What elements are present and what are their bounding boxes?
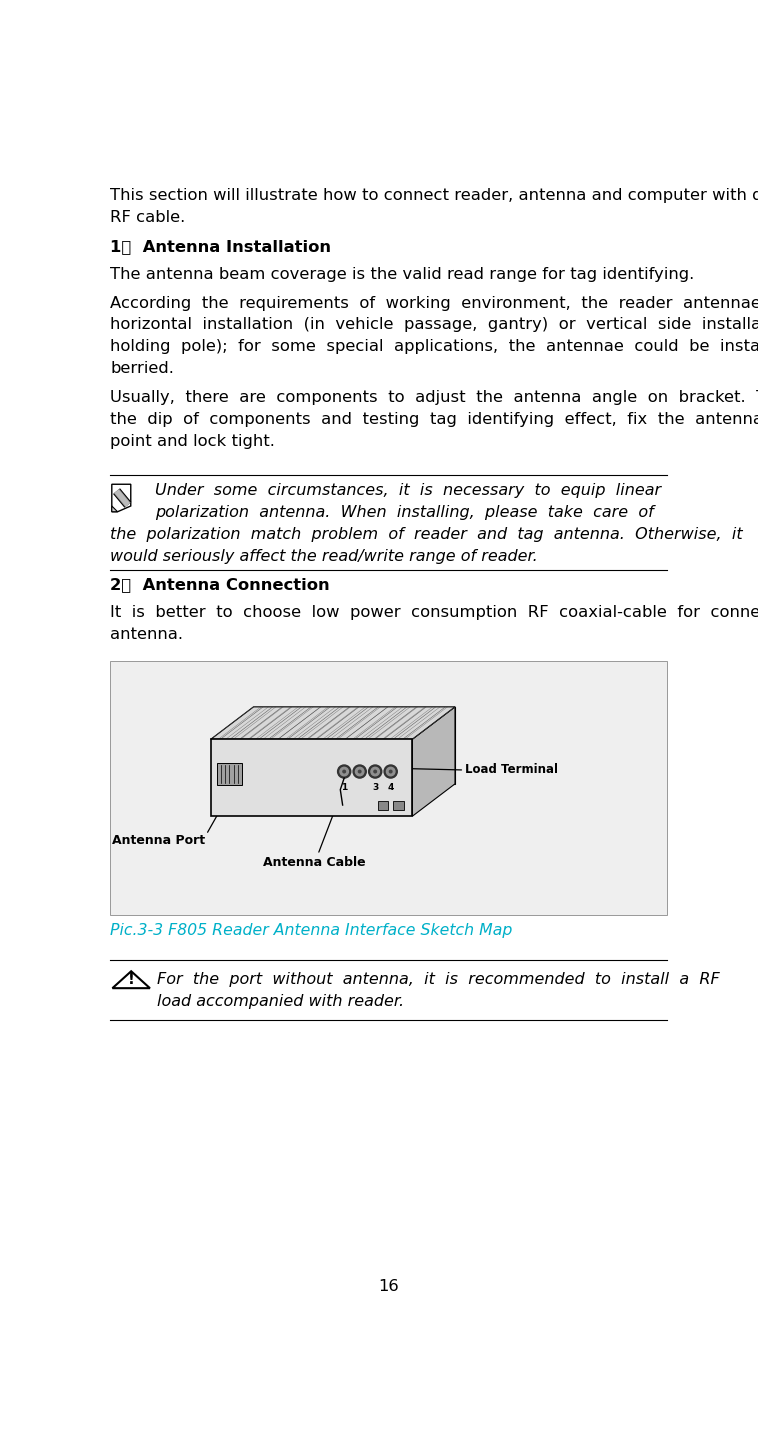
Bar bbox=[217, 763, 242, 785]
Text: horizontal  installation  (in  vehicle  passage,  gantry)  or  vertical  side  i: horizontal installation (in vehicle pass… bbox=[110, 317, 758, 333]
Polygon shape bbox=[211, 739, 412, 816]
Circle shape bbox=[374, 771, 377, 774]
Text: 2．  Antenna Connection: 2． Antenna Connection bbox=[110, 577, 330, 592]
Text: point and lock tight.: point and lock tight. bbox=[110, 433, 275, 449]
Text: Usually,  there  are  components  to  adjust  the  antenna  angle  on  bracket. : Usually, there are components to adjust … bbox=[110, 390, 758, 404]
Text: 3: 3 bbox=[372, 782, 378, 792]
Text: the  dip  of  components  and  testing  tag  identifying  effect,  fix  the  ant: the dip of components and testing tag id… bbox=[110, 411, 758, 426]
Polygon shape bbox=[253, 707, 455, 784]
Circle shape bbox=[387, 768, 395, 776]
Text: load accompanied with reader.: load accompanied with reader. bbox=[157, 995, 404, 1009]
Circle shape bbox=[340, 768, 349, 776]
Polygon shape bbox=[111, 506, 117, 512]
Text: the  polarization  match  problem  of  reader  and  tag  antenna.  Otherwise,  i: the polarization match problem of reader… bbox=[110, 526, 743, 541]
Text: antenna.: antenna. bbox=[110, 627, 183, 643]
Circle shape bbox=[368, 765, 382, 778]
Polygon shape bbox=[111, 484, 131, 512]
Text: 1: 1 bbox=[341, 782, 347, 792]
Circle shape bbox=[343, 771, 346, 774]
Text: polarization  antenna.  When  installing,  please  take  care  of: polarization antenna. When installing, p… bbox=[155, 505, 654, 519]
Text: It  is  better  to  choose  low  power  consumption  RF  coaxial-cable  for  con: It is better to choose low power consump… bbox=[110, 605, 758, 619]
Circle shape bbox=[390, 771, 392, 774]
Polygon shape bbox=[211, 707, 455, 739]
Bar bbox=[377, 801, 388, 810]
Text: For  the  port  without  antenna,  it  is  recommended  to  install  a  RF: For the port without antenna, it is reco… bbox=[157, 973, 719, 987]
Text: !: ! bbox=[128, 973, 135, 987]
Text: holding  pole);  for  some  special  applications,  the  antennae  could  be  in: holding pole); for some special applicat… bbox=[110, 339, 758, 355]
Text: would seriously affect the read/write range of reader.: would seriously affect the read/write ra… bbox=[110, 548, 538, 564]
Text: Pic.3-3 F805 Reader Antenna Interface Sketch Map: Pic.3-3 F805 Reader Antenna Interface Sk… bbox=[110, 923, 512, 938]
Circle shape bbox=[384, 765, 397, 778]
Text: According  the  requirements  of  working  environment,  the  reader  antennae  : According the requirements of working en… bbox=[110, 295, 758, 311]
Text: berried.: berried. bbox=[110, 362, 174, 377]
Text: 1．  Antenna Installation: 1． Antenna Installation bbox=[110, 238, 331, 253]
Polygon shape bbox=[112, 971, 150, 989]
Text: This section will illustrate how to connect reader, antenna and computer with da: This section will illustrate how to conn… bbox=[110, 189, 758, 204]
Circle shape bbox=[371, 768, 380, 776]
Text: 16: 16 bbox=[378, 1278, 399, 1294]
Circle shape bbox=[359, 771, 361, 774]
Text: Antenna Cable: Antenna Cable bbox=[262, 856, 365, 869]
Circle shape bbox=[337, 765, 351, 778]
Polygon shape bbox=[412, 707, 455, 816]
Circle shape bbox=[353, 765, 366, 778]
Bar bbox=[110, 660, 667, 915]
Text: RF cable.: RF cable. bbox=[110, 211, 186, 225]
Bar bbox=[393, 801, 404, 810]
Text: 4: 4 bbox=[387, 782, 394, 792]
Text: Antenna Port: Antenna Port bbox=[111, 835, 205, 848]
Text: Load Terminal: Load Terminal bbox=[465, 763, 558, 776]
Circle shape bbox=[356, 768, 364, 776]
Text: The antenna beam coverage is the valid read range for tag identifying.: The antenna beam coverage is the valid r… bbox=[110, 268, 694, 282]
Text: Under  some  circumstances,  it  is  necessary  to  equip  linear: Under some circumstances, it is necessar… bbox=[155, 483, 661, 497]
